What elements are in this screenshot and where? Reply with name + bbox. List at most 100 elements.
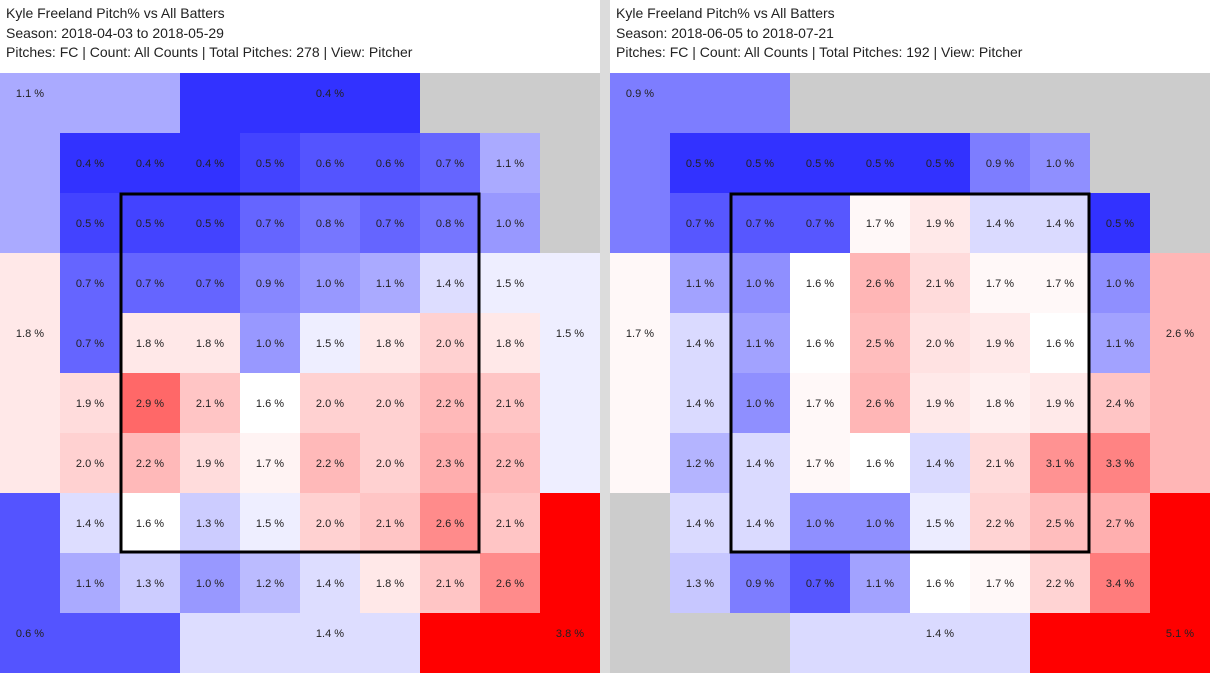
heatmap-cell: [360, 133, 420, 193]
heatmap-cell: [240, 193, 300, 253]
heatmap-cell: [910, 133, 970, 193]
heatmap-cell: [1090, 373, 1150, 433]
cell-label: 0.9 %: [746, 578, 774, 590]
cell-label: 2.6 %: [436, 518, 464, 530]
cell-label: 3.4 %: [1106, 578, 1134, 590]
cell-label: 1.9 %: [926, 398, 954, 410]
cell-label: 1.6 %: [136, 518, 164, 530]
heatmap-cell: [790, 193, 850, 253]
cell-label: 2.2 %: [316, 458, 344, 470]
heatmap-cell: [420, 493, 480, 553]
cell-label: 1.7 %: [806, 458, 834, 470]
cell-label: 0.7 %: [196, 278, 224, 290]
heatmap-cell: [670, 133, 730, 193]
cell-label: 0.7 %: [686, 218, 714, 230]
heatmap-cell: [120, 373, 180, 433]
heatmap-cell: [120, 553, 180, 613]
heatmap-cell: [850, 373, 910, 433]
heatmap-cell: [480, 253, 540, 313]
strike-zone-box: [119, 192, 481, 554]
heatmap-cell: [180, 433, 240, 493]
heatmap-cell: [240, 253, 300, 313]
heatmap-cell: [1090, 493, 1150, 553]
cell-label: 1.4 %: [686, 518, 714, 530]
cell-label: 1.0 %: [496, 218, 524, 230]
cell-label: 0.6 %: [316, 158, 344, 170]
heatmap-cell: [670, 313, 730, 373]
heatmap-cell: [730, 253, 790, 313]
cell-label: 1.4 %: [76, 518, 104, 530]
cell-label: 2.2 %: [1046, 578, 1074, 590]
cell-label: 1.6 %: [1046, 338, 1074, 350]
heatmap-cell: [180, 373, 240, 433]
cell-label: 1.4 %: [926, 458, 954, 470]
cell-label: 0.5 %: [926, 158, 954, 170]
heatmap-cell: [300, 433, 360, 493]
cell-label: 1.8 %: [986, 398, 1014, 410]
cell-label: 1.7 %: [986, 578, 1014, 590]
heatmap-cell: [970, 493, 1030, 553]
cell-label: 2.2 %: [986, 518, 1014, 530]
cell-label: 2.4 %: [1106, 398, 1134, 410]
cell-label: 0.7 %: [136, 278, 164, 290]
heatmap-cell: [360, 193, 420, 253]
cell-label: 2.5 %: [1046, 518, 1074, 530]
heatmap-cell: [970, 553, 1030, 613]
heatmap-cell: [910, 553, 970, 613]
heatmap-cell: [670, 553, 730, 613]
cell-label: 1.7 %: [256, 458, 284, 470]
outer-zone-label: 0.4 %: [316, 88, 344, 100]
cell-label: 1.1 %: [866, 578, 894, 590]
heatmap-cell: [1030, 313, 1090, 373]
cell-label: 1.4 %: [686, 338, 714, 350]
cell-label: 1.7 %: [986, 278, 1014, 290]
cell-label: 0.7 %: [806, 578, 834, 590]
cell-label: 3.3 %: [1106, 458, 1134, 470]
heatmap-cell: [240, 373, 300, 433]
heatmap-cell: [1030, 433, 1090, 493]
cell-label: 1.4 %: [316, 578, 344, 590]
heatmap-cell: [1030, 493, 1090, 553]
heatmap-left: 0.4 % 0.4 % 0.4 % 0.5 % 0.6 % 0.6 % 0.7 % 1.1 %…: [0, 73, 600, 673]
cell-label: 0.7 %: [376, 218, 404, 230]
heatmap-cell: [360, 433, 420, 493]
heatmap-cell: [670, 493, 730, 553]
heatmap-cell: [970, 133, 1030, 193]
heatmap-cell: [1090, 313, 1150, 373]
heatmap-cell: [1090, 553, 1150, 613]
heatmap-cell: [970, 373, 1030, 433]
heatmap-cell: [910, 373, 970, 433]
outer-zone-label: 1.4 %: [926, 628, 954, 640]
heatmap-cell: [790, 553, 850, 613]
chart-title: Kyle Freeland Pitch% vs All Batters: [616, 5, 835, 21]
heatmap-cell: [420, 373, 480, 433]
cell-label: 0.7 %: [806, 218, 834, 230]
cell-label: 2.0 %: [436, 338, 464, 350]
heatmap-cell: [1030, 373, 1090, 433]
heatmap-cell: [60, 193, 120, 253]
cell-label: 2.0 %: [376, 398, 404, 410]
cell-label: 1.3 %: [136, 578, 164, 590]
heatmap-panel-right: Kyle Freeland Pitch% vs All Batters Seas…: [610, 0, 1210, 673]
heatmap-cell: [850, 493, 910, 553]
outer-zone-label: 2.6 %: [1166, 328, 1194, 340]
cell-label: 1.9 %: [76, 398, 104, 410]
heatmap-cell: [300, 313, 360, 373]
heatmap-cell: [850, 133, 910, 193]
heatmap-cell: [790, 313, 850, 373]
heatmap-cell: [60, 433, 120, 493]
cell-label: 2.2 %: [436, 398, 464, 410]
cell-label: 0.4 %: [76, 158, 104, 170]
heatmap-cell: [360, 553, 420, 613]
outer-zone-label: 0.9 %: [626, 88, 654, 100]
heatmap-cell: [180, 133, 240, 193]
heatmap-cell: [240, 553, 300, 613]
cell-label: 0.5 %: [866, 158, 894, 170]
outer-zone-label: 5.1 %: [1166, 628, 1194, 640]
heatmap-cell: [120, 433, 180, 493]
cell-label: 1.0 %: [746, 278, 774, 290]
heatmap-cell: [120, 313, 180, 373]
heatmap-cell: [60, 553, 120, 613]
heatmap-cell: [910, 493, 970, 553]
heatmap-panel-left: Kyle Freeland Pitch% vs All Batters Seas…: [0, 0, 600, 673]
